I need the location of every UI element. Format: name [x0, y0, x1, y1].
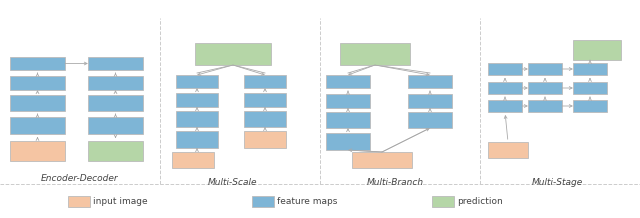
- FancyBboxPatch shape: [10, 76, 65, 90]
- Text: Multi-Stage: Multi-Stage: [531, 178, 582, 187]
- FancyBboxPatch shape: [340, 43, 410, 65]
- FancyBboxPatch shape: [88, 95, 143, 111]
- FancyBboxPatch shape: [408, 75, 452, 88]
- FancyBboxPatch shape: [326, 75, 370, 88]
- FancyBboxPatch shape: [88, 76, 143, 90]
- FancyBboxPatch shape: [10, 141, 65, 161]
- FancyBboxPatch shape: [528, 100, 562, 112]
- FancyBboxPatch shape: [252, 196, 274, 206]
- FancyBboxPatch shape: [326, 133, 370, 150]
- FancyBboxPatch shape: [88, 117, 143, 134]
- FancyBboxPatch shape: [528, 82, 562, 94]
- FancyBboxPatch shape: [488, 63, 522, 75]
- Text: feature maps: feature maps: [277, 196, 337, 206]
- FancyBboxPatch shape: [244, 93, 286, 107]
- FancyBboxPatch shape: [244, 131, 286, 148]
- Text: prediction: prediction: [457, 196, 503, 206]
- FancyBboxPatch shape: [176, 131, 218, 148]
- FancyBboxPatch shape: [326, 94, 370, 108]
- FancyBboxPatch shape: [326, 112, 370, 128]
- FancyBboxPatch shape: [573, 63, 607, 75]
- FancyBboxPatch shape: [176, 75, 218, 88]
- FancyBboxPatch shape: [244, 75, 286, 88]
- FancyBboxPatch shape: [176, 93, 218, 107]
- FancyBboxPatch shape: [573, 40, 621, 60]
- Text: input image: input image: [93, 196, 148, 206]
- FancyBboxPatch shape: [408, 94, 452, 108]
- Text: Encoder-Decoder: Encoder-Decoder: [41, 174, 119, 183]
- FancyBboxPatch shape: [528, 63, 562, 75]
- FancyBboxPatch shape: [352, 152, 412, 168]
- FancyBboxPatch shape: [88, 57, 143, 70]
- FancyBboxPatch shape: [195, 43, 271, 65]
- FancyBboxPatch shape: [488, 100, 522, 112]
- FancyBboxPatch shape: [10, 57, 65, 70]
- FancyBboxPatch shape: [88, 141, 143, 161]
- FancyBboxPatch shape: [176, 111, 218, 127]
- FancyBboxPatch shape: [68, 196, 90, 206]
- FancyBboxPatch shape: [488, 142, 528, 158]
- FancyBboxPatch shape: [408, 112, 452, 128]
- FancyBboxPatch shape: [172, 152, 214, 168]
- Text: Multi-Branch: Multi-Branch: [367, 178, 424, 187]
- FancyBboxPatch shape: [10, 95, 65, 111]
- FancyBboxPatch shape: [573, 100, 607, 112]
- FancyBboxPatch shape: [10, 117, 65, 134]
- Text: Multi-Scale: Multi-Scale: [207, 178, 257, 187]
- FancyBboxPatch shape: [573, 82, 607, 94]
- FancyBboxPatch shape: [244, 111, 286, 127]
- FancyBboxPatch shape: [488, 82, 522, 94]
- FancyBboxPatch shape: [432, 196, 454, 206]
